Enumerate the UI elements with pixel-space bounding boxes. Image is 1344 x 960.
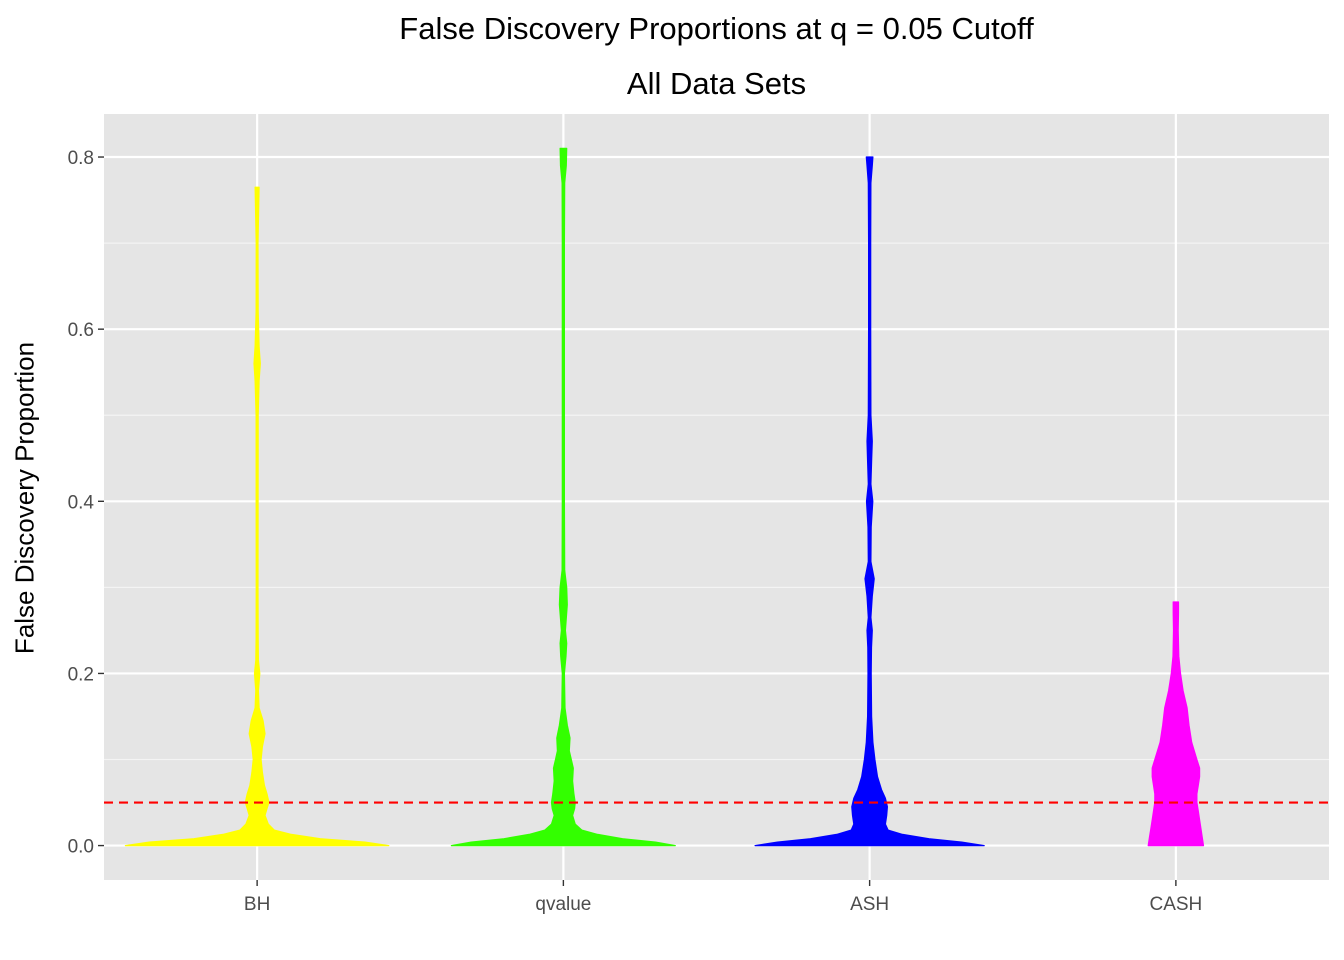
y-tick-label: 0.0 [68, 837, 94, 858]
violin-ash [754, 156, 985, 847]
y-tick-label: 0.4 [68, 492, 95, 513]
x-tick-label: qvalue [535, 894, 591, 915]
x-tick-label: ASH [850, 894, 889, 915]
x-tick-label: BH [244, 894, 270, 915]
plot-panel [104, 114, 1329, 880]
y-tick-label: 0.8 [68, 148, 94, 169]
chart-title: False Discovery Proportions at q = 0.05 … [399, 11, 1034, 46]
violin-cash [1147, 601, 1205, 847]
violin-bh [124, 186, 390, 847]
y-tick-label: 0.6 [68, 320, 94, 341]
chart-subtitle: All Data Sets [626, 66, 807, 101]
y-tick-label: 0.2 [68, 664, 94, 685]
x-tick-label: CASH [1149, 894, 1202, 915]
violin-qvalue [450, 147, 676, 847]
